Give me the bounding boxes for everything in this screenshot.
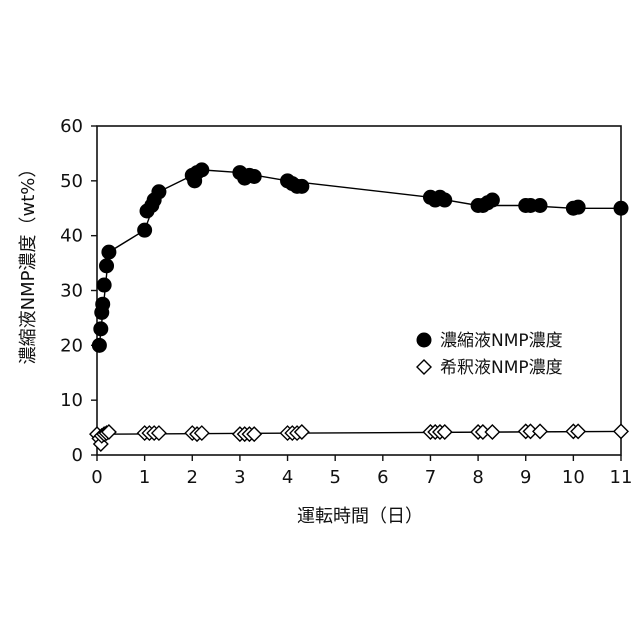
y-tick-label: 50 <box>60 171 83 192</box>
concentrate-data-point <box>533 199 547 213</box>
concentrate-data-point <box>614 201 628 215</box>
concentrate-data-point <box>102 245 116 259</box>
x-tick-label: 9 <box>520 467 531 488</box>
concentrate-data-point <box>295 179 309 193</box>
x-tick-label: 6 <box>377 467 388 488</box>
y-tick-label: 40 <box>60 226 83 247</box>
concentrate-data-point <box>92 338 106 352</box>
y-tick-label: 60 <box>60 116 83 137</box>
data-points <box>90 163 628 451</box>
x-tick-label: 11 <box>610 467 633 488</box>
x-tick-label: 7 <box>425 467 436 488</box>
diluate-data-point <box>533 424 547 438</box>
concentrate-data-point <box>571 200 585 214</box>
concentrate-data-point <box>195 163 209 177</box>
y-tick-label: 10 <box>60 390 83 411</box>
concentrate-data-point <box>96 297 110 311</box>
x-tick-label: 0 <box>91 467 102 488</box>
legend: 濃縮液NMP濃度希釈液NMP濃度 <box>417 331 563 378</box>
x-tick-label: 1 <box>139 467 150 488</box>
concentrate-legend-label: 濃縮液NMP濃度 <box>440 331 563 351</box>
concentrate-data-point <box>100 259 114 273</box>
y-tick-label: 30 <box>60 281 83 302</box>
x-tick-label: 2 <box>187 467 198 488</box>
concentrate-data-point <box>247 169 261 183</box>
diluate-legend-marker <box>417 360 431 374</box>
concentrate-data-point <box>485 193 499 207</box>
diluate-data-point <box>614 424 628 438</box>
concentrate-data-point <box>438 193 452 207</box>
x-tick-label: 10 <box>562 467 585 488</box>
concentrate-legend-marker <box>417 333 431 347</box>
y-axis-label: 濃縮液NMP濃度（wt%） <box>18 160 39 365</box>
concentrate-data-point <box>97 278 111 292</box>
diluate-legend-label: 希釈液NMP濃度 <box>440 358 563 378</box>
x-axis-label: 運転時間（日） <box>297 506 423 527</box>
concentrate-data-point <box>94 322 108 336</box>
y-tick-label: 0 <box>72 445 83 466</box>
x-tick-label: 8 <box>472 467 483 488</box>
diluate-data-point <box>485 425 499 439</box>
concentrate-trend-line <box>99 170 621 345</box>
x-tick-label: 4 <box>282 467 293 488</box>
y-tick-label: 20 <box>60 335 83 356</box>
x-tick-label: 5 <box>329 467 340 488</box>
concentrate-data-point <box>138 223 152 237</box>
plot-frame <box>97 126 621 455</box>
x-tick-label: 3 <box>234 467 245 488</box>
concentrate-data-point <box>152 185 166 199</box>
